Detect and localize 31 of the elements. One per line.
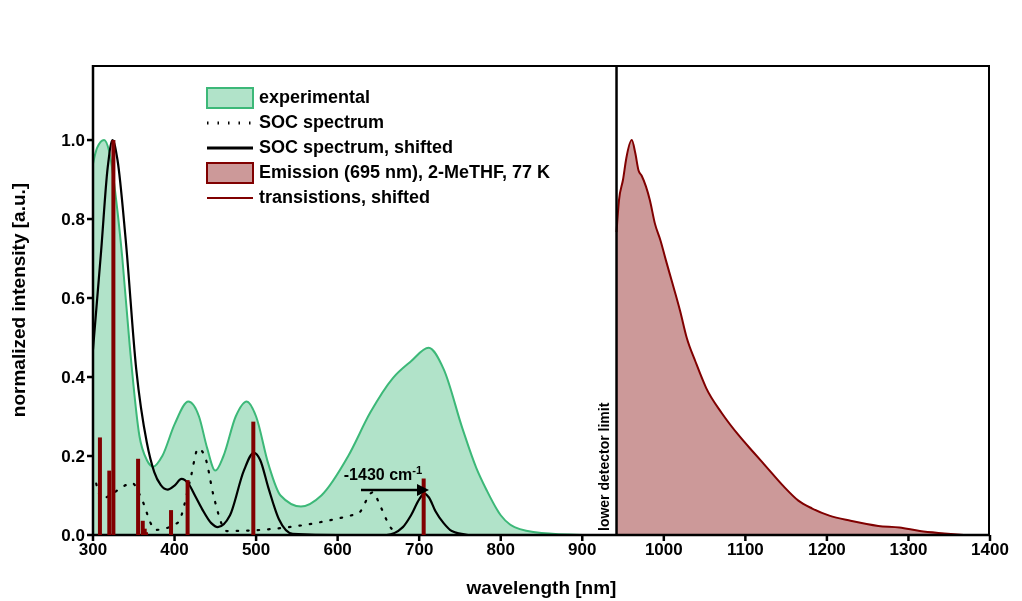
y-tick-label: 0.6 (61, 289, 85, 309)
x-tick-label: 800 (486, 540, 515, 560)
x-tick-label: 1000 (644, 540, 683, 560)
bar (169, 510, 174, 535)
legend-label: SOC spectrum (259, 112, 385, 133)
legend-label: Emission (695 nm), 2-MeTHF, 77 K (259, 162, 551, 183)
y-tick-label: 0.8 (61, 210, 85, 230)
x-tick-label: 500 (241, 540, 271, 560)
x-tick-label: 600 (323, 540, 352, 560)
y-tick-label: 1.0 (61, 131, 85, 151)
x-axis-title: wavelength [nm] (465, 577, 617, 598)
bar (185, 480, 190, 535)
bar (136, 458, 141, 535)
bar (251, 421, 256, 535)
legend-label: experimental (259, 87, 371, 108)
y-tick-label: 0.4 (61, 368, 86, 388)
legend-label: transistions, shifted (259, 187, 431, 208)
x-tick-label: 1400 (971, 540, 1009, 560)
x-tick-label: 400 (160, 540, 189, 560)
x-tick-label: 700 (404, 540, 434, 560)
y-tick-label: 0.2 (61, 447, 85, 467)
y-axis-title: normalized intensity [a.u.] (7, 182, 29, 418)
ref-line-label: lower detector limit (595, 402, 612, 531)
x-tick-label: 1200 (808, 540, 846, 560)
legend-label: SOC spectrum, shifted (259, 137, 454, 158)
bar (111, 140, 116, 535)
bar (97, 437, 102, 535)
x-tick-label: 1300 (889, 540, 928, 560)
annotation: -1430 cm$^{-1}$ (343, 464, 423, 483)
x-tick-label: 1100 (726, 540, 764, 560)
x-tick-label: 900 (568, 540, 597, 560)
